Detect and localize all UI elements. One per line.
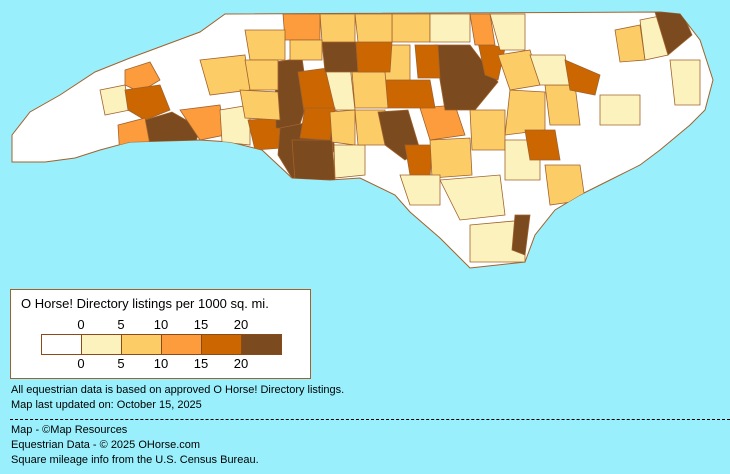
county-region bbox=[414, 44, 441, 79]
divider bbox=[10, 419, 730, 420]
county-region bbox=[244, 59, 279, 91]
legend-tick: 5 bbox=[117, 317, 125, 332]
county-region bbox=[319, 13, 356, 43]
county-region bbox=[469, 219, 526, 263]
legend-swatch bbox=[122, 335, 162, 354]
legend-color-scale bbox=[41, 334, 282, 355]
legend-tick: 15 bbox=[193, 356, 209, 371]
county-region bbox=[399, 174, 441, 206]
county-region bbox=[117, 117, 151, 159]
county-region bbox=[124, 84, 171, 121]
county-region bbox=[654, 12, 693, 56]
last-updated-note: Map last updated on: October 15, 2025 bbox=[11, 399, 202, 411]
county-region bbox=[489, 13, 526, 51]
county-region bbox=[219, 104, 251, 146]
data-basis-note: All equestrian data is based on approved… bbox=[11, 384, 345, 396]
legend-swatch bbox=[242, 335, 281, 354]
county-region bbox=[282, 13, 321, 41]
county-region bbox=[504, 89, 546, 136]
legend-tick: 0 bbox=[77, 356, 85, 371]
county-region bbox=[544, 164, 586, 206]
county-region bbox=[99, 84, 131, 116]
legend-tick: 0 bbox=[77, 317, 85, 332]
county-region bbox=[564, 59, 601, 96]
legend-tick: 20 bbox=[233, 317, 249, 332]
county-region bbox=[354, 13, 393, 43]
census-credit: Square mileage info from the U.S. Census… bbox=[11, 454, 259, 466]
legend-swatch bbox=[162, 335, 202, 354]
county-region bbox=[469, 13, 496, 46]
county-region bbox=[614, 24, 646, 63]
county-region bbox=[429, 137, 473, 179]
county-region bbox=[599, 94, 641, 126]
data-credit: Equestrian Data - © 2025 OHorse.com bbox=[11, 439, 201, 451]
legend-swatch bbox=[202, 335, 242, 354]
county-region bbox=[244, 29, 286, 61]
county-region bbox=[511, 214, 531, 256]
county-region bbox=[469, 109, 506, 151]
county-region bbox=[439, 174, 506, 221]
county-region bbox=[419, 104, 466, 141]
legend-tick: 10 bbox=[153, 317, 169, 332]
county-region bbox=[299, 107, 336, 141]
county-region bbox=[351, 71, 389, 109]
legend-tick: 10 bbox=[153, 356, 169, 371]
county-region bbox=[477, 41, 506, 81]
county-region bbox=[429, 13, 471, 43]
county-region bbox=[321, 41, 359, 73]
map-credit: Map - ©Map Resources bbox=[11, 424, 128, 436]
legend-tick: 5 bbox=[117, 356, 125, 371]
legend-title: O Horse! Directory listings per 1000 sq.… bbox=[21, 296, 269, 311]
county-region bbox=[391, 13, 431, 43]
legend-swatch bbox=[42, 335, 82, 354]
county-region bbox=[124, 61, 161, 93]
county-region bbox=[524, 129, 561, 161]
county-region bbox=[355, 41, 393, 73]
legend-tick: 20 bbox=[233, 356, 249, 371]
county-region bbox=[329, 109, 356, 146]
county-region bbox=[379, 79, 436, 109]
legend-tick: 15 bbox=[193, 317, 209, 332]
county-region bbox=[669, 59, 701, 106]
county-region bbox=[333, 144, 366, 179]
north-carolina-county-map bbox=[11, 11, 714, 269]
legend-swatch bbox=[82, 335, 122, 354]
county-region bbox=[291, 139, 336, 181]
county-region bbox=[239, 89, 281, 121]
legend: O Horse! Directory listings per 1000 sq.… bbox=[10, 289, 311, 379]
county-region bbox=[289, 39, 323, 61]
